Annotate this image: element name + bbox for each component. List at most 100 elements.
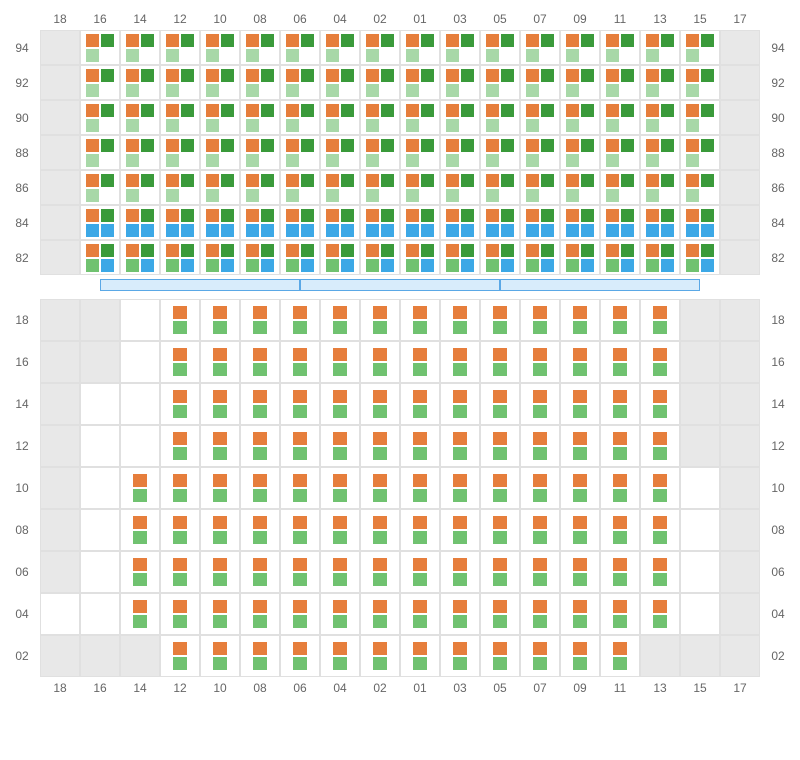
seat-stack[interactable] [653, 432, 667, 460]
seat-stack[interactable] [573, 474, 587, 502]
seat-quad[interactable] [326, 104, 354, 132]
seat-quad[interactable] [366, 209, 394, 237]
seat-quad[interactable] [646, 209, 674, 237]
seat-stack[interactable] [173, 306, 187, 334]
seat-stack[interactable] [613, 558, 627, 586]
seat-stack[interactable] [613, 390, 627, 418]
seat-stack[interactable] [533, 558, 547, 586]
seat-stack[interactable] [533, 600, 547, 628]
seat-stack[interactable] [333, 432, 347, 460]
seat-stack[interactable] [373, 516, 387, 544]
seat-quad[interactable] [326, 69, 354, 97]
seat-stack[interactable] [493, 390, 507, 418]
seat-stack[interactable] [533, 474, 547, 502]
seat-stack[interactable] [293, 516, 307, 544]
seat-stack[interactable] [293, 306, 307, 334]
seat-quad[interactable] [166, 104, 194, 132]
seat-quad[interactable] [286, 209, 314, 237]
seat-quad[interactable] [126, 209, 154, 237]
seat-quad[interactable] [286, 174, 314, 202]
seat-quad[interactable] [86, 104, 114, 132]
seat-quad[interactable] [486, 139, 514, 167]
seat-quad[interactable] [366, 174, 394, 202]
seat-quad[interactable] [526, 209, 554, 237]
seat-stack[interactable] [173, 600, 187, 628]
seat-stack[interactable] [613, 474, 627, 502]
seat-stack[interactable] [413, 474, 427, 502]
seat-quad[interactable] [486, 209, 514, 237]
seat-stack[interactable] [573, 558, 587, 586]
seat-stack[interactable] [213, 474, 227, 502]
seat-stack[interactable] [173, 348, 187, 376]
seat-quad[interactable] [406, 104, 434, 132]
seat-quad[interactable] [606, 34, 634, 62]
seat-quad[interactable] [566, 139, 594, 167]
seat-quad[interactable] [526, 174, 554, 202]
seat-stack[interactable] [293, 390, 307, 418]
seat-quad[interactable] [686, 104, 714, 132]
seat-stack[interactable] [573, 390, 587, 418]
seat-quad[interactable] [126, 244, 154, 272]
seat-stack[interactable] [613, 348, 627, 376]
seat-stack[interactable] [173, 432, 187, 460]
seat-stack[interactable] [173, 558, 187, 586]
seat-quad[interactable] [566, 34, 594, 62]
seat-stack[interactable] [613, 516, 627, 544]
seat-stack[interactable] [173, 390, 187, 418]
seat-quad[interactable] [566, 244, 594, 272]
seat-quad[interactable] [366, 69, 394, 97]
seat-stack[interactable] [573, 516, 587, 544]
seat-stack[interactable] [613, 306, 627, 334]
seat-stack[interactable] [213, 432, 227, 460]
seat-stack[interactable] [453, 642, 467, 670]
seat-stack[interactable] [253, 390, 267, 418]
seat-quad[interactable] [366, 139, 394, 167]
seat-stack[interactable] [653, 474, 667, 502]
seat-stack[interactable] [213, 642, 227, 670]
seat-stack[interactable] [493, 306, 507, 334]
seat-stack[interactable] [533, 390, 547, 418]
seat-stack[interactable] [613, 642, 627, 670]
seat-stack[interactable] [413, 306, 427, 334]
seat-stack[interactable] [133, 558, 147, 586]
seat-stack[interactable] [413, 558, 427, 586]
seat-stack[interactable] [173, 516, 187, 544]
seat-quad[interactable] [286, 244, 314, 272]
seat-quad[interactable] [406, 69, 434, 97]
seat-quad[interactable] [406, 174, 434, 202]
seat-stack[interactable] [413, 432, 427, 460]
seat-quad[interactable] [366, 104, 394, 132]
seat-quad[interactable] [446, 174, 474, 202]
seat-stack[interactable] [653, 306, 667, 334]
seat-stack[interactable] [493, 432, 507, 460]
seat-quad[interactable] [446, 139, 474, 167]
seat-quad[interactable] [526, 69, 554, 97]
seat-quad[interactable] [446, 209, 474, 237]
seat-quad[interactable] [686, 209, 714, 237]
seat-quad[interactable] [206, 174, 234, 202]
seat-quad[interactable] [526, 34, 554, 62]
seat-stack[interactable] [493, 474, 507, 502]
seat-stack[interactable] [453, 306, 467, 334]
seat-stack[interactable] [213, 600, 227, 628]
seat-quad[interactable] [246, 69, 274, 97]
seat-quad[interactable] [166, 69, 194, 97]
seat-stack[interactable] [533, 306, 547, 334]
seat-stack[interactable] [213, 516, 227, 544]
seat-stack[interactable] [293, 432, 307, 460]
seat-quad[interactable] [246, 139, 274, 167]
seat-stack[interactable] [613, 600, 627, 628]
seat-stack[interactable] [373, 474, 387, 502]
seat-quad[interactable] [446, 244, 474, 272]
seat-quad[interactable] [566, 69, 594, 97]
seat-stack[interactable] [333, 558, 347, 586]
seat-stack[interactable] [373, 390, 387, 418]
seat-stack[interactable] [213, 348, 227, 376]
seat-stack[interactable] [293, 558, 307, 586]
seat-quad[interactable] [86, 139, 114, 167]
seat-quad[interactable] [526, 244, 554, 272]
seat-quad[interactable] [606, 209, 634, 237]
seat-stack[interactable] [293, 348, 307, 376]
seat-quad[interactable] [406, 139, 434, 167]
seat-quad[interactable] [286, 34, 314, 62]
